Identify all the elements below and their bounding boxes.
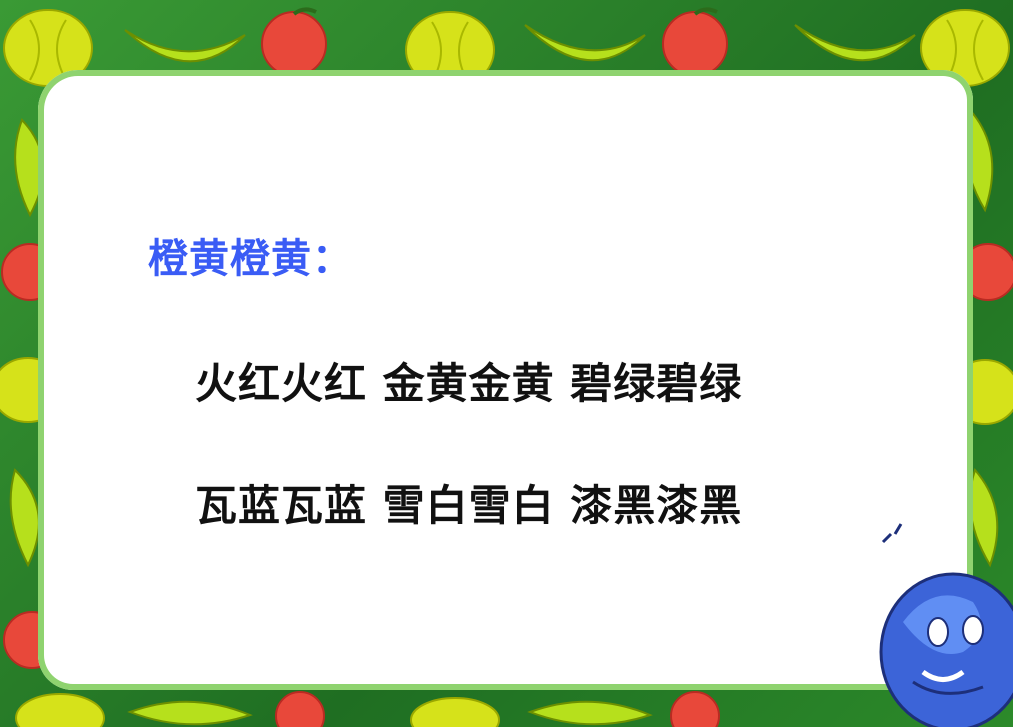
banana-icon <box>527 700 653 726</box>
phrase-line-2: 瓦蓝瓦蓝 雪白雪白 漆黑漆黑 <box>195 481 743 530</box>
pumpkin-icon <box>15 693 105 727</box>
banana-icon <box>127 700 253 726</box>
phrase-line-1: 火红火红 金黄金黄 碧绿碧绿 <box>195 359 743 408</box>
heading: 橙黄橙黄： <box>148 235 353 282</box>
pumpkin-icon <box>410 697 500 727</box>
apple-icon <box>275 691 325 727</box>
globe-mascot-icon <box>879 523 1013 727</box>
content-card <box>38 70 973 690</box>
apple-icon <box>662 7 728 77</box>
banana-icon <box>124 29 246 63</box>
banana-icon <box>524 24 646 62</box>
apple-icon <box>670 691 720 727</box>
apple-icon <box>261 7 327 77</box>
banana-icon <box>794 24 916 62</box>
banana-icon <box>9 468 40 568</box>
